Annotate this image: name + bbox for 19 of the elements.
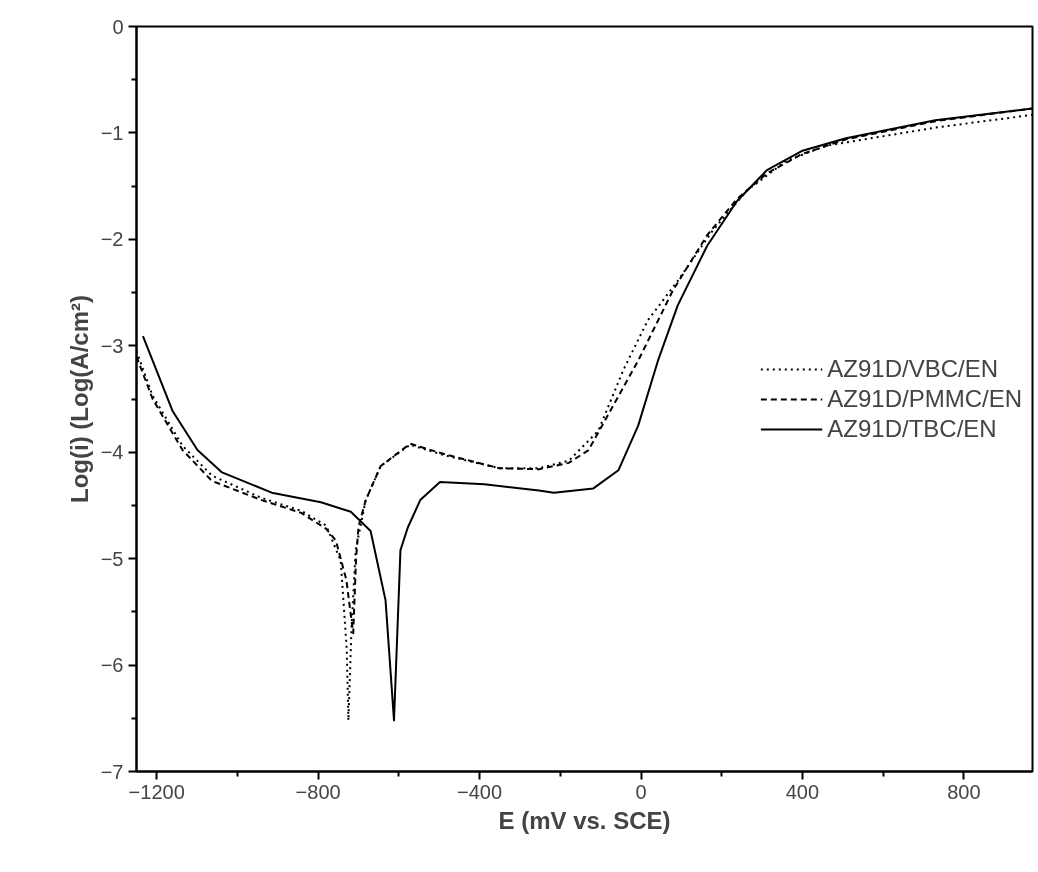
y-tick-label: −3 (100, 334, 124, 357)
legend-label: AZ91D/PMMC/EN (827, 384, 1022, 413)
y-tick-label: −7 (100, 760, 124, 783)
x-tick-label: −1200 (128, 780, 185, 803)
y-tick-label: −2 (100, 228, 124, 251)
x-tick-label: −400 (457, 780, 503, 803)
y-tick-label: −1 (100, 121, 124, 144)
y-tick-label: −4 (100, 441, 124, 464)
y-tick-label: 0 (112, 15, 124, 38)
x-tick-label: −800 (295, 780, 341, 803)
y-tick-label: −6 (100, 654, 124, 677)
x-tick-label: 0 (635, 780, 647, 803)
y-tick-label: −5 (100, 547, 124, 570)
x-tick-label: 400 (785, 780, 820, 803)
x-tick-label: 800 (947, 780, 981, 803)
legend-label: AZ91D/VBC/EN (827, 354, 999, 383)
y-axis-title: Log(i) (Log(A/cm²) (65, 295, 93, 503)
x-axis-title: E (mV vs. SCE) (498, 806, 671, 834)
legend-label: AZ91D/TBC/EN (827, 414, 997, 443)
